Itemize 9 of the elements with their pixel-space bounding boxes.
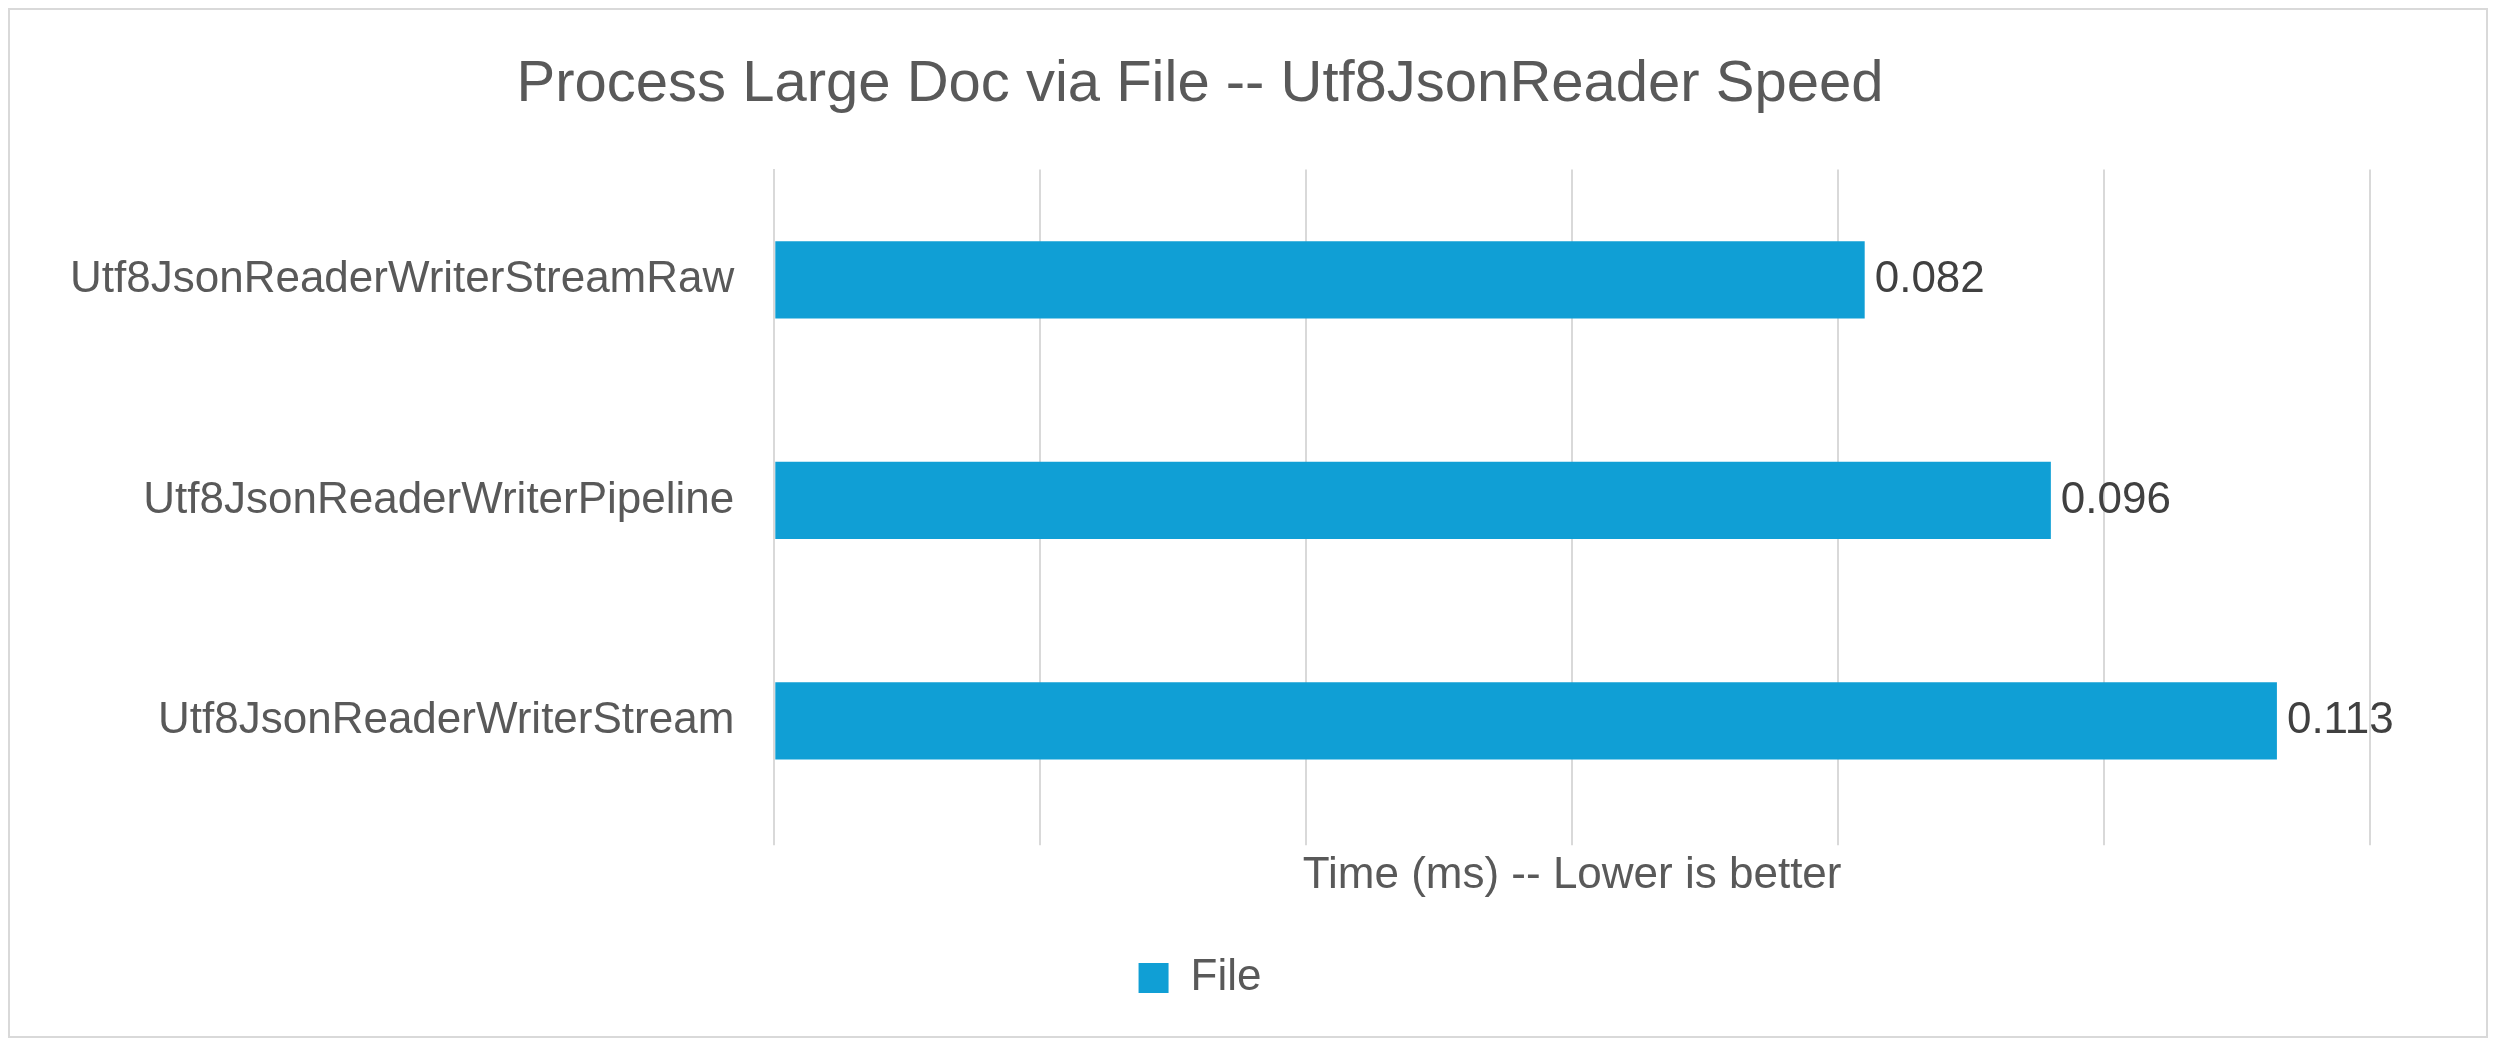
data-label: 0.096 xyxy=(2060,472,2171,522)
y-tick-label: Utf8JsonReaderWriterPipeline xyxy=(143,472,735,522)
legend-label: File xyxy=(1190,950,1262,1000)
x-axis-title: Time (ms) -- Lower is better xyxy=(1302,847,1842,897)
y-tick-label: Utf8JsonReaderWriterStream xyxy=(158,693,735,743)
data-label: 0.113 xyxy=(2286,693,2394,743)
chart-title: Process Large Doc via File -- Utf8JsonReader Speed xyxy=(516,47,1884,113)
y-tick-label: Utf8JsonReaderWriterStreamRaw xyxy=(70,252,735,302)
data-label: 0.082 xyxy=(1874,252,1985,302)
